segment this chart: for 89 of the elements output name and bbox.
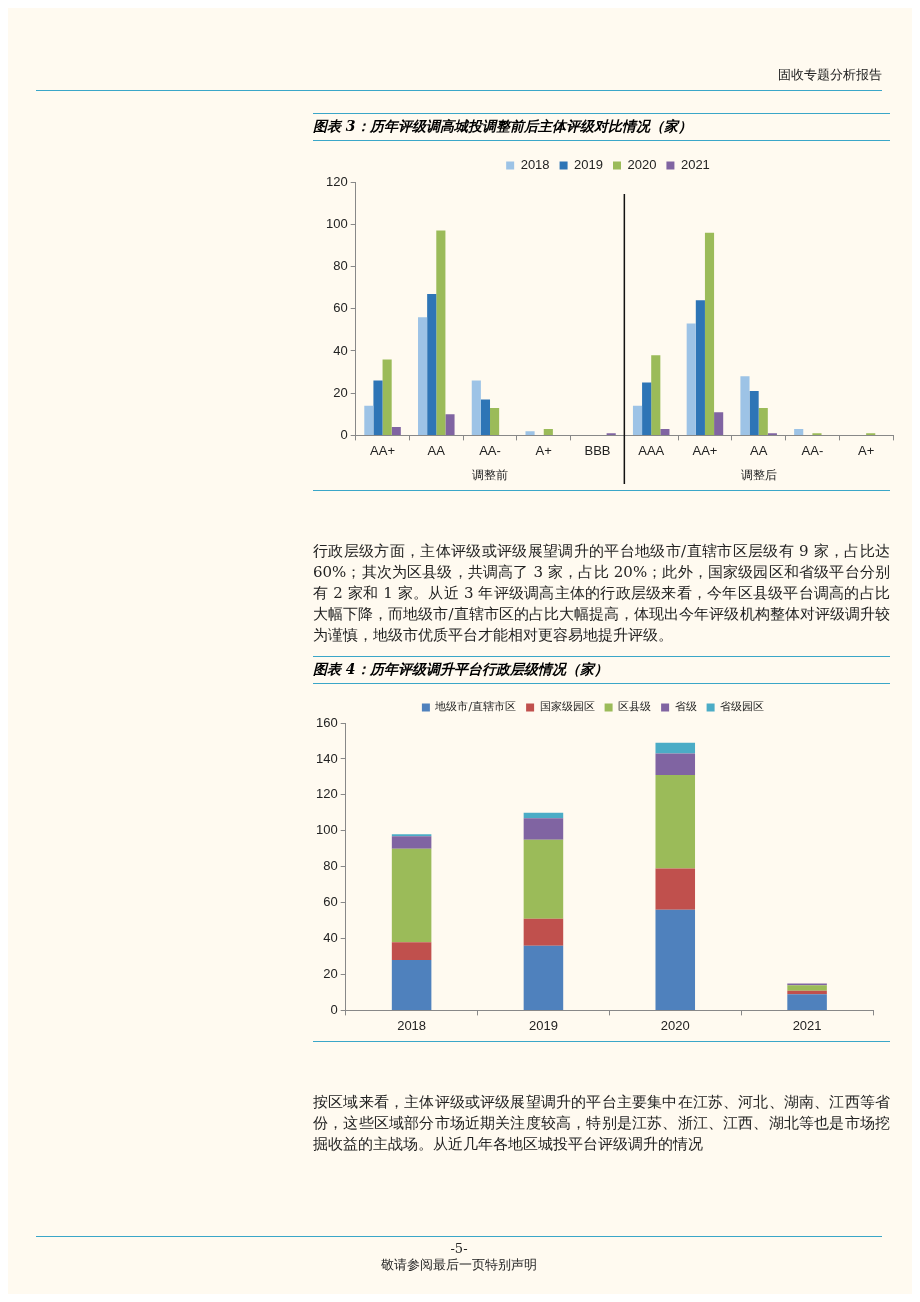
bar — [704, 232, 715, 435]
bar — [655, 868, 696, 910]
bar — [391, 960, 432, 1010]
y-tick-label: 0 — [330, 1001, 338, 1017]
bar — [695, 300, 705, 435]
x-tick-label: AA+ — [370, 442, 396, 458]
x-tick-label: 2018 — [397, 1017, 427, 1033]
legend-label: 2019 — [574, 157, 603, 173]
text: 调整前 — [472, 468, 509, 483]
y-tick-label: 60 — [333, 300, 348, 316]
bar — [740, 376, 750, 435]
bar — [523, 945, 564, 1010]
legend-label: 国家级园区 — [539, 700, 595, 714]
chart-title: 图表 3：历年评级调高城投调整前后主体评级对比情况（家） — [313, 113, 890, 141]
y-tick-label: 60 — [323, 894, 338, 910]
legend-label: 2020 — [627, 157, 657, 173]
y-tick-label: 80 — [323, 858, 338, 874]
bar — [642, 382, 652, 435]
bar — [655, 775, 696, 869]
bar — [525, 431, 535, 435]
bar — [523, 839, 564, 919]
legend-label: 地级市/直辖市区 — [434, 700, 517, 714]
y-tick-label: 20 — [323, 966, 338, 982]
text: 调整后 — [740, 468, 777, 483]
legend-label: 省级园区 — [720, 700, 765, 714]
bar — [391, 836, 432, 849]
x-tick-label: AA — [750, 442, 768, 458]
y-tick-label: 40 — [333, 342, 348, 358]
y-tick-label: 80 — [333, 258, 348, 274]
chart-title: 图表 4：历年评级调升平台行政层级情况（家） — [313, 656, 890, 684]
x-tick-label: AA+ — [692, 442, 718, 458]
y-tick-label: 0 — [340, 426, 348, 442]
bar — [523, 818, 564, 840]
bar — [391, 426, 401, 435]
bar — [660, 429, 670, 435]
text: 按区域来看，主体评级或评级展望调升的平台主要集中在江苏、河北、湖南、江西等省份，这些区域部分市场近期关注度较高，特别是江苏、浙江、江西、湖北等也是市场挖掘收益的主战场。从近几年各地区城投平台评级调升的情况 — [313, 1092, 890, 1155]
bar — [418, 317, 428, 435]
x-tick-label: A+ — [535, 442, 552, 458]
bar — [391, 942, 432, 961]
bar — [655, 909, 696, 1010]
bar — [787, 985, 827, 991]
bar — [787, 994, 827, 1010]
bar — [714, 412, 724, 435]
bar — [655, 742, 696, 754]
legend-label: 区县级 — [618, 700, 652, 714]
y-tick-label: 120 — [315, 786, 338, 802]
bar — [655, 753, 696, 776]
x-tick-label: 2020 — [660, 1017, 690, 1033]
legend-label: 2021 — [680, 157, 710, 173]
x-tick-label: AA- — [479, 442, 501, 458]
bar — [632, 405, 643, 435]
x-tick-label: BBB — [584, 442, 611, 458]
bar — [373, 380, 383, 435]
bar — [445, 414, 455, 435]
bar — [749, 391, 759, 435]
x-tick-label: 2019 — [528, 1017, 558, 1033]
bar — [391, 848, 432, 943]
bar — [427, 293, 437, 435]
x-tick-label: A+ — [858, 442, 875, 458]
bar — [436, 230, 446, 435]
y-tick-label: 100 — [325, 215, 348, 231]
y-tick-label: 140 — [315, 750, 338, 766]
bar — [651, 355, 661, 435]
bar — [758, 407, 768, 435]
legend-label: 2018 — [520, 157, 550, 173]
y-tick-label: 120 — [325, 173, 348, 189]
x-tick-label: AA — [427, 442, 446, 458]
y-tick-label: 160 — [315, 714, 338, 730]
bar — [382, 359, 392, 435]
y-tick-label: 40 — [323, 930, 338, 946]
bar — [490, 407, 500, 435]
legend-label: 省级 — [674, 700, 697, 714]
y-tick-label: 20 — [333, 384, 348, 400]
text: 行政层级方面，主体评级或评级展望调升的平台地级市/直辖市区层级有 9 家，占比达 60%；其次为区县级，共调高了 3 家，占比 20%；此外，国家级园区和省级平台分别有 2 家和 1 家。从近 3 年评级调高主体的行政层级来看，今年区县级平台调高的占比大幅下降，而地级市/直辖市区的占比大幅提高，体现出今年评级机构整体对评级调升较为谨慎，地级市优质平台才能相对更容易地提升评级。 — [313, 541, 890, 646]
bar — [523, 812, 564, 819]
bar — [543, 429, 553, 435]
bar — [364, 405, 374, 435]
x-tick-label: 2021 — [792, 1017, 822, 1033]
x-tick-label: AAA — [638, 442, 665, 458]
y-tick-label: 100 — [315, 822, 338, 838]
bar — [471, 380, 481, 435]
bar — [480, 399, 491, 435]
bar — [794, 429, 804, 435]
text: 敬请参阅最后一页特别声明 — [380, 1256, 538, 1274]
text: 固收专题分析报告 — [36, 66, 882, 91]
bar — [523, 918, 564, 946]
bar — [686, 323, 696, 435]
x-tick-label: AA- — [801, 442, 824, 458]
text: -5- — [449, 1241, 469, 1256]
